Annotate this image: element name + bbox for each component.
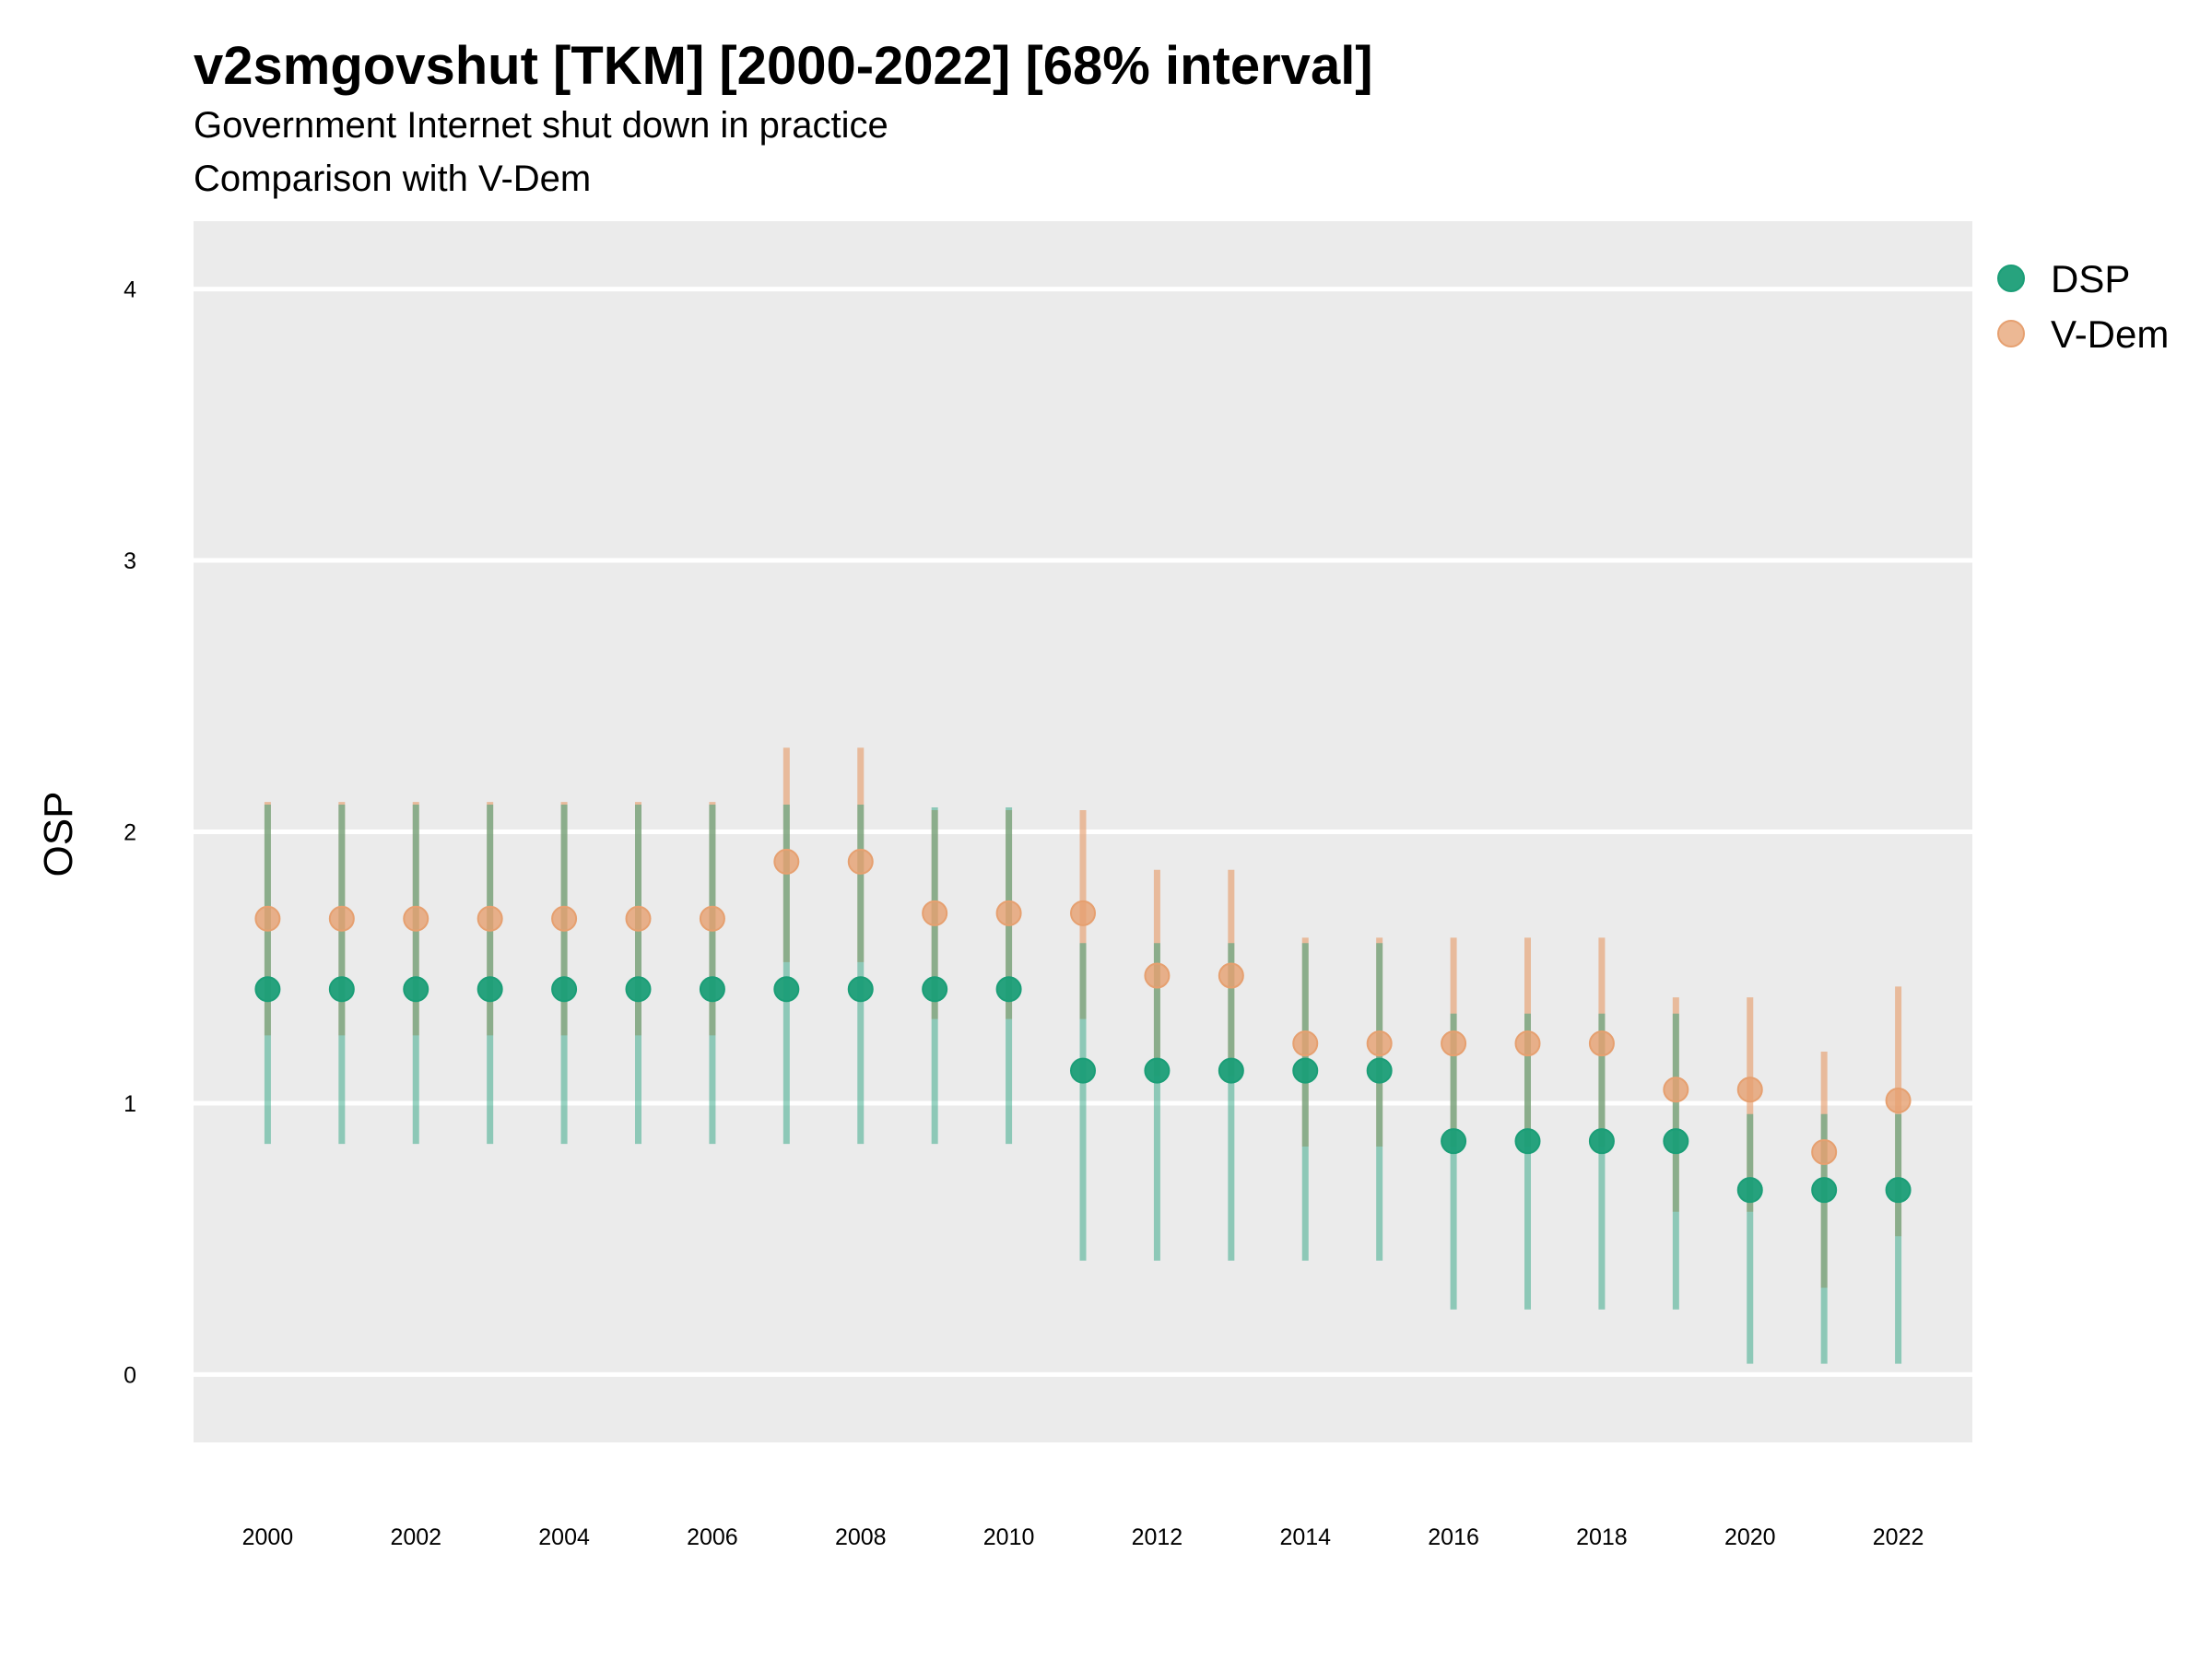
legend: DSP V-Dem xyxy=(1997,257,2169,356)
v-dem-point-2022 xyxy=(1885,1088,1912,1113)
dsp-point-2007 xyxy=(773,976,800,1003)
legend-key-v-dem xyxy=(1997,320,2025,347)
dsp-point-2008 xyxy=(847,976,874,1003)
v-dem-point-2017 xyxy=(1514,1030,1541,1057)
v-dem-point-2004 xyxy=(551,905,578,932)
v-dem-point-2005 xyxy=(625,905,652,932)
x-tick-label-2000: 2000 xyxy=(242,1524,294,1550)
y-axis-ticks: 0 1 2 3 4 xyxy=(124,277,136,1389)
legend-label-v-dem: V-Dem xyxy=(2051,312,2169,356)
dsp-point-2009 xyxy=(922,976,948,1003)
dsp-point-2014 xyxy=(1292,1057,1319,1084)
dsp-point-2020 xyxy=(1736,1177,1763,1204)
x-tick-label-2010: 2010 xyxy=(983,1524,1035,1550)
v-dem-point-2016 xyxy=(1441,1030,1467,1057)
v-dem-point-2015 xyxy=(1366,1030,1393,1057)
dsp-point-2017 xyxy=(1514,1128,1541,1155)
v-dem-point-2007 xyxy=(773,848,800,875)
dsp-point-2021 xyxy=(1811,1177,1838,1204)
v-dem-point-2012 xyxy=(1144,962,1171,989)
v-dem-point-2003 xyxy=(477,905,503,932)
chart-subtitle-comparison: Comparison with V-Dem xyxy=(194,159,592,199)
legend-key-dsp xyxy=(1997,265,2025,292)
dsp-point-2006 xyxy=(699,976,725,1003)
v-dem-point-2010 xyxy=(995,900,1022,926)
x-tick-label-2008: 2008 xyxy=(835,1524,887,1550)
v-dem-point-2001 xyxy=(328,905,355,932)
v-dem-point-2021 xyxy=(1811,1138,1838,1165)
y-tick-label-3: 3 xyxy=(124,548,136,574)
x-tick-label-2002: 2002 xyxy=(390,1524,441,1550)
x-tick-label-2022: 2022 xyxy=(1873,1524,1924,1550)
v-dem-point-2011 xyxy=(1070,900,1096,926)
v-dem-point-2006 xyxy=(699,905,725,932)
y-tick-label-4: 4 xyxy=(124,277,136,303)
dsp-point-2011 xyxy=(1070,1057,1096,1084)
v-dem-point-2020 xyxy=(1736,1077,1763,1103)
dsp-point-2001 xyxy=(328,976,355,1003)
dsp-point-2010 xyxy=(995,976,1022,1003)
dsp-point-2000 xyxy=(254,976,281,1003)
x-tick-label-2018: 2018 xyxy=(1576,1524,1628,1550)
dsp-point-2005 xyxy=(625,976,652,1003)
x-tick-label-2020: 2020 xyxy=(1724,1524,1776,1550)
dsp-point-2013 xyxy=(1218,1057,1244,1084)
v-dem-point-2008 xyxy=(847,848,874,875)
x-tick-label-2014: 2014 xyxy=(1279,1524,1331,1550)
y-axis-label: OSP xyxy=(36,792,81,877)
dsp-point-2019 xyxy=(1663,1128,1689,1155)
dsp-point-2016 xyxy=(1441,1128,1467,1155)
x-tick-label-2012: 2012 xyxy=(1132,1524,1183,1550)
v-dem-point-2009 xyxy=(922,900,948,926)
dsp-point-2015 xyxy=(1366,1057,1393,1084)
v-dem-point-2000 xyxy=(254,905,281,932)
dsp-point-2018 xyxy=(1588,1128,1615,1155)
x-tick-label-2006: 2006 xyxy=(687,1524,738,1550)
y-tick-label-2: 2 xyxy=(124,820,136,846)
v-dem-point-2019 xyxy=(1663,1077,1689,1103)
x-axis-ticks: 2000 2002 2004 2006 2008 2010 2012 2014 2016 2018… xyxy=(242,1524,1924,1550)
dsp-point-2004 xyxy=(551,976,578,1003)
chart-title: v2smgovshut [TKM] [2000-2022] [68% inter… xyxy=(194,36,1373,96)
x-tick-label-2016: 2016 xyxy=(1428,1524,1479,1550)
dsp-point-2012 xyxy=(1144,1057,1171,1084)
chart-subtitle: Government Internet shut down in practic… xyxy=(194,105,888,146)
y-tick-label-1: 1 xyxy=(124,1091,136,1117)
v-dem-point-2013 xyxy=(1218,962,1244,989)
v-dem-point-2014 xyxy=(1292,1030,1319,1057)
dsp-point-2002 xyxy=(403,976,429,1003)
point-marks xyxy=(254,848,1912,1204)
v-dem-point-2002 xyxy=(403,905,429,932)
x-tick-label-2004: 2004 xyxy=(538,1524,590,1550)
legend-label-dsp: DSP xyxy=(2051,257,2130,300)
dsp-point-2022 xyxy=(1885,1177,1912,1204)
dsp-point-2003 xyxy=(477,976,503,1003)
v-dem-point-2018 xyxy=(1588,1030,1615,1057)
y-tick-label-0: 0 xyxy=(124,1362,136,1388)
